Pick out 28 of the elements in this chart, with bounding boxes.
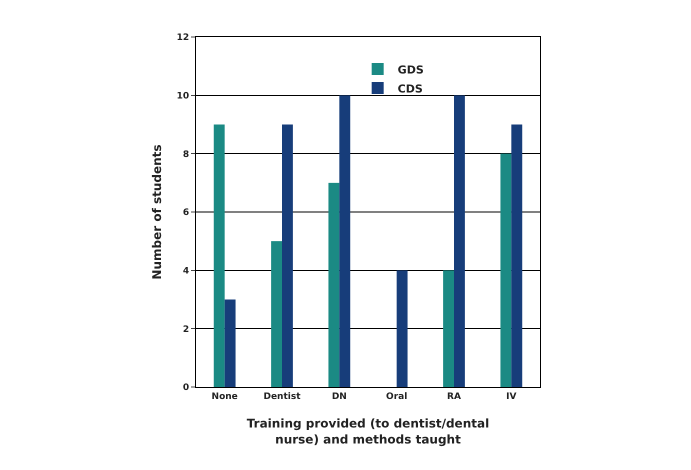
bar: [454, 95, 465, 387]
bar: [271, 241, 282, 387]
bar: [328, 182, 340, 387]
y-tick-label: 12: [176, 33, 190, 44]
bar: [511, 124, 522, 387]
bar: [214, 124, 225, 387]
legend-label: CDS: [398, 82, 423, 96]
bar: [282, 124, 293, 387]
bar: [339, 95, 350, 387]
x-tick-label: DN: [332, 392, 347, 402]
x-tick-label: IV: [506, 392, 517, 402]
y-tick-label: 8: [182, 150, 190, 160]
bar: [224, 300, 236, 387]
x-tick-label: None: [212, 392, 238, 402]
y-tick-label: 2: [182, 324, 190, 335]
y-axis-title: Number of students: [150, 144, 164, 280]
bar: [500, 154, 512, 387]
y-tick-label: 4: [182, 266, 190, 276]
bar: [443, 270, 454, 387]
x-axis-title: Training provided (to dentist/dental nurse) and methods taught: [246, 416, 490, 446]
y-tick-label: 10: [176, 91, 190, 102]
x-tick-label: Oral: [386, 392, 408, 402]
x-tick-label: Dentist: [263, 392, 302, 402]
y-tick-label: 6: [182, 208, 190, 218]
x-tick-label: RA: [447, 392, 461, 402]
legend-label: GDS: [398, 63, 424, 76]
y-tick-label: 0: [182, 383, 190, 394]
bar: [396, 270, 408, 387]
